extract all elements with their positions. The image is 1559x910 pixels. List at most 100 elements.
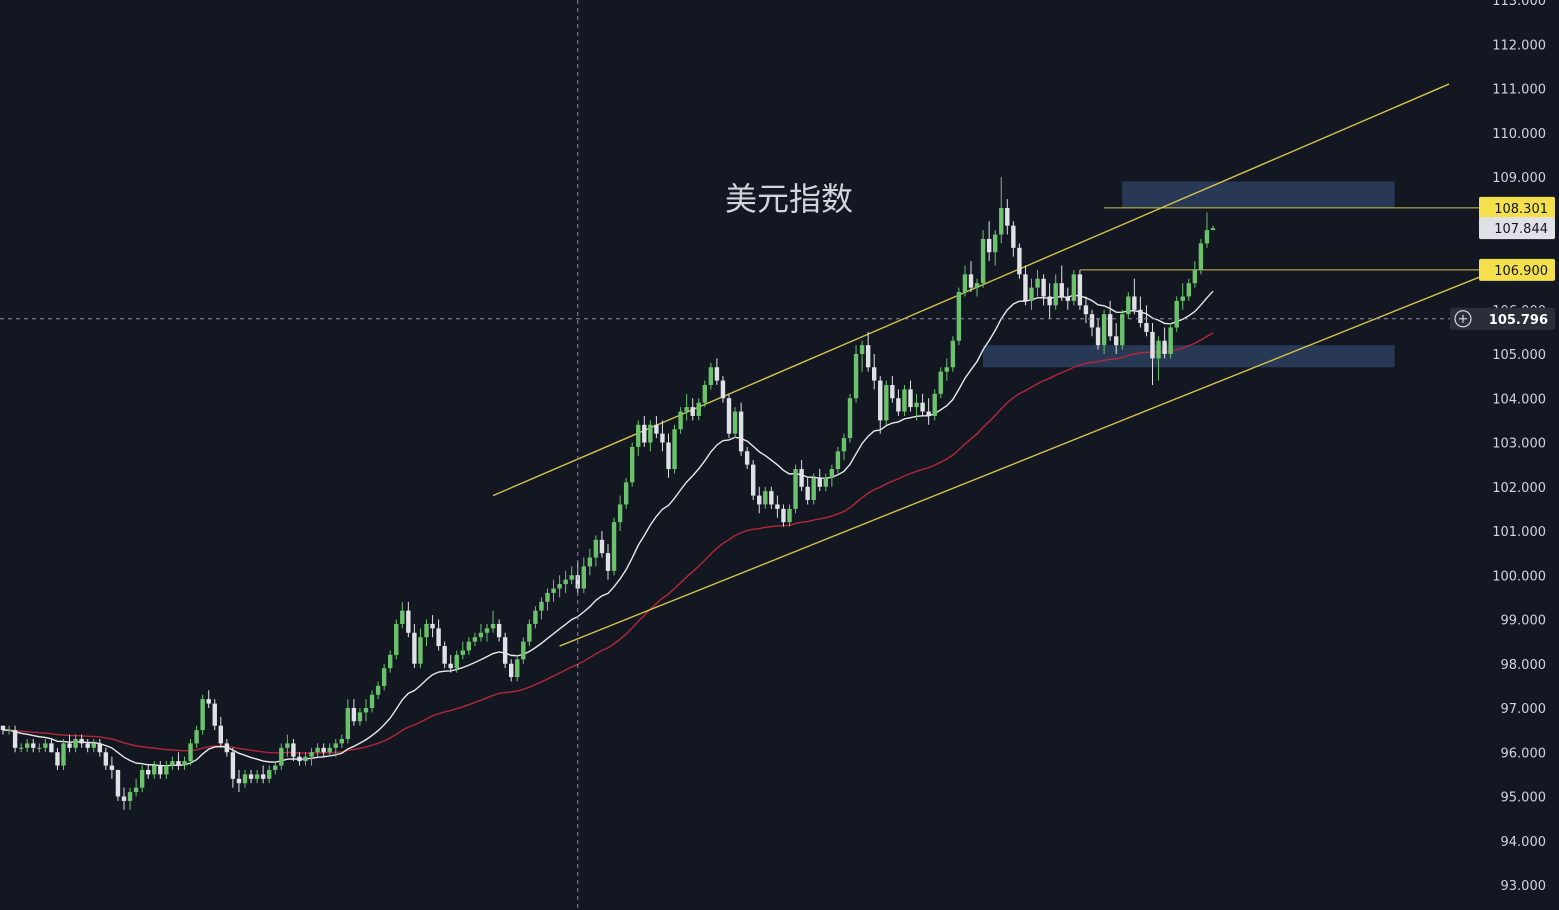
candle-body — [115, 769, 121, 797]
candle-body — [6, 730, 12, 732]
price-axis[interactable]: 113.000112.000111.000110.000109.000108.0… — [1492, 0, 1546, 894]
candle-body — [448, 663, 453, 669]
candle-body — [1126, 296, 1131, 315]
candle-body — [805, 486, 810, 501]
moving-average-slow — [3, 332, 1214, 754]
candle-body — [303, 756, 308, 762]
y-tick-label: 94.000 — [1501, 835, 1547, 850]
candle-body — [321, 747, 326, 753]
candle-body — [212, 703, 217, 726]
candle-body — [775, 504, 780, 509]
candle-body — [345, 708, 351, 739]
candle-body — [297, 756, 302, 762]
candle-body — [273, 765, 278, 770]
moving-averages — [3, 290, 1214, 767]
candle-body — [884, 384, 889, 421]
candle-body — [388, 654, 393, 669]
candle-body — [865, 345, 871, 368]
candle-body — [400, 610, 405, 624]
candle-body — [1065, 296, 1070, 301]
candle-body — [690, 407, 695, 416]
candle-body — [406, 610, 411, 633]
candle-body — [291, 743, 296, 757]
candle-body — [533, 610, 538, 624]
candle-body — [85, 743, 90, 748]
candle-body — [484, 628, 490, 633]
y-tick-label: 98.000 — [1501, 658, 1547, 673]
candle-body — [859, 345, 865, 354]
candle-body — [224, 743, 230, 753]
candle-body — [678, 411, 683, 430]
candle-body — [1005, 207, 1010, 226]
candle-body — [103, 752, 109, 766]
candle-body — [962, 274, 968, 293]
candle-body — [1210, 228, 1216, 231]
candle-body — [1029, 287, 1034, 301]
candle-body — [853, 354, 859, 399]
candle-body — [872, 367, 877, 381]
candle-body — [1186, 283, 1191, 297]
candle-body — [763, 491, 768, 505]
price-label-bg — [1479, 217, 1555, 240]
candle-body — [339, 738, 344, 744]
crosshair-add-icon — [1450, 307, 1555, 330]
y-tick-label: 104.000 — [1492, 392, 1546, 407]
candle-body — [878, 380, 883, 421]
candle-body — [702, 384, 707, 403]
candle-body — [666, 442, 671, 470]
price-label-bg — [1479, 196, 1555, 219]
candle-body — [799, 469, 804, 487]
candle-body — [357, 712, 363, 722]
y-tick-label: 101.000 — [1492, 525, 1546, 540]
y-tick-label: 103.000 — [1492, 437, 1546, 452]
candle-body — [1144, 323, 1149, 332]
candle-body — [630, 446, 635, 483]
candle-body — [515, 659, 520, 678]
candle-body — [1114, 336, 1119, 346]
candle-body — [914, 402, 919, 408]
candle-body — [1011, 225, 1016, 248]
crosshair — [0, 0, 1479, 910]
y-tick-label: 97.000 — [1501, 702, 1547, 717]
candle-body — [218, 725, 223, 744]
candle-body — [424, 623, 429, 638]
candle-body — [121, 796, 127, 801]
candle-body — [182, 761, 187, 766]
candle-body — [478, 632, 484, 638]
candle-body — [49, 743, 54, 753]
plus-circle — [1454, 310, 1472, 328]
candle-body — [31, 743, 36, 748]
horizontal-levels[interactable] — [1079, 207, 1479, 271]
candle-body — [496, 623, 502, 638]
candle-body — [254, 774, 260, 779]
candle-body — [926, 411, 931, 416]
candle-body — [605, 553, 611, 571]
candle-body — [146, 769, 151, 775]
candle-body — [1107, 314, 1113, 337]
candle-body — [279, 747, 284, 766]
candle-body — [654, 424, 659, 434]
candle-body — [642, 424, 647, 443]
candle-body — [563, 579, 568, 585]
y-tick-label: 111.000 — [1492, 83, 1546, 98]
candle-body — [490, 623, 496, 629]
candle-body — [139, 769, 145, 788]
candle-body — [315, 747, 320, 753]
candle-body — [672, 429, 677, 470]
crosshair-label-bg — [1450, 307, 1555, 330]
candle-body — [980, 238, 986, 284]
candle-body — [176, 761, 181, 766]
candle-body — [242, 774, 248, 784]
candle-body — [1168, 327, 1173, 354]
candle-body — [381, 668, 387, 686]
candle-body — [1174, 300, 1179, 328]
candle-body — [811, 477, 816, 501]
chart-title: 美元指数 — [725, 180, 853, 218]
price-label: 106.900 — [1494, 264, 1548, 279]
candle-body — [200, 699, 205, 731]
candle-body — [968, 274, 974, 288]
candle-body — [1156, 340, 1161, 359]
candle-body — [829, 469, 835, 478]
candle-body — [55, 752, 60, 766]
